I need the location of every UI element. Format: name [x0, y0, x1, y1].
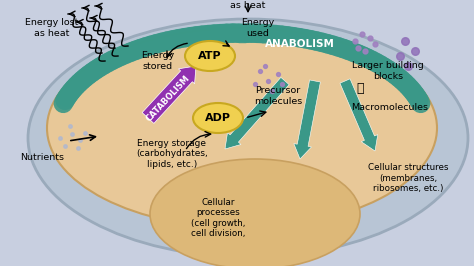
FancyArrow shape [294, 80, 320, 159]
Text: Larger building
blocks: Larger building blocks [352, 61, 424, 81]
Text: Energy
stored: Energy stored [141, 51, 174, 71]
Ellipse shape [150, 159, 360, 266]
Text: Nutrients: Nutrients [20, 153, 64, 163]
Ellipse shape [47, 28, 437, 228]
Text: Cellular structures
(membranes,
ribosomes, etc.): Cellular structures (membranes, ribosome… [368, 163, 448, 193]
FancyArrow shape [142, 66, 196, 123]
Text: 🔥: 🔥 [356, 81, 364, 94]
Text: as heat: as heat [230, 1, 266, 10]
Text: CATABOLISM: CATABOLISM [145, 73, 191, 123]
Text: Energy
used: Energy used [241, 18, 274, 38]
Text: ANABOLISM: ANABOLISM [265, 39, 335, 49]
FancyArrow shape [340, 79, 378, 151]
Text: Precursor
molecules: Precursor molecules [254, 86, 302, 106]
Ellipse shape [185, 41, 235, 71]
Text: ATP: ATP [198, 51, 222, 61]
Text: Cellular
processes
(cell growth,
cell division,: Cellular processes (cell growth, cell di… [191, 198, 245, 238]
Text: Energy lost
as heat: Energy lost as heat [25, 18, 79, 38]
FancyArrow shape [225, 77, 289, 149]
Ellipse shape [28, 19, 468, 257]
Ellipse shape [193, 103, 243, 133]
Text: Energy storage
(carbohydrates,
lipids, etc.): Energy storage (carbohydrates, lipids, e… [136, 139, 208, 169]
Text: Macromolecules: Macromolecules [352, 103, 428, 113]
Text: ADP: ADP [205, 113, 231, 123]
